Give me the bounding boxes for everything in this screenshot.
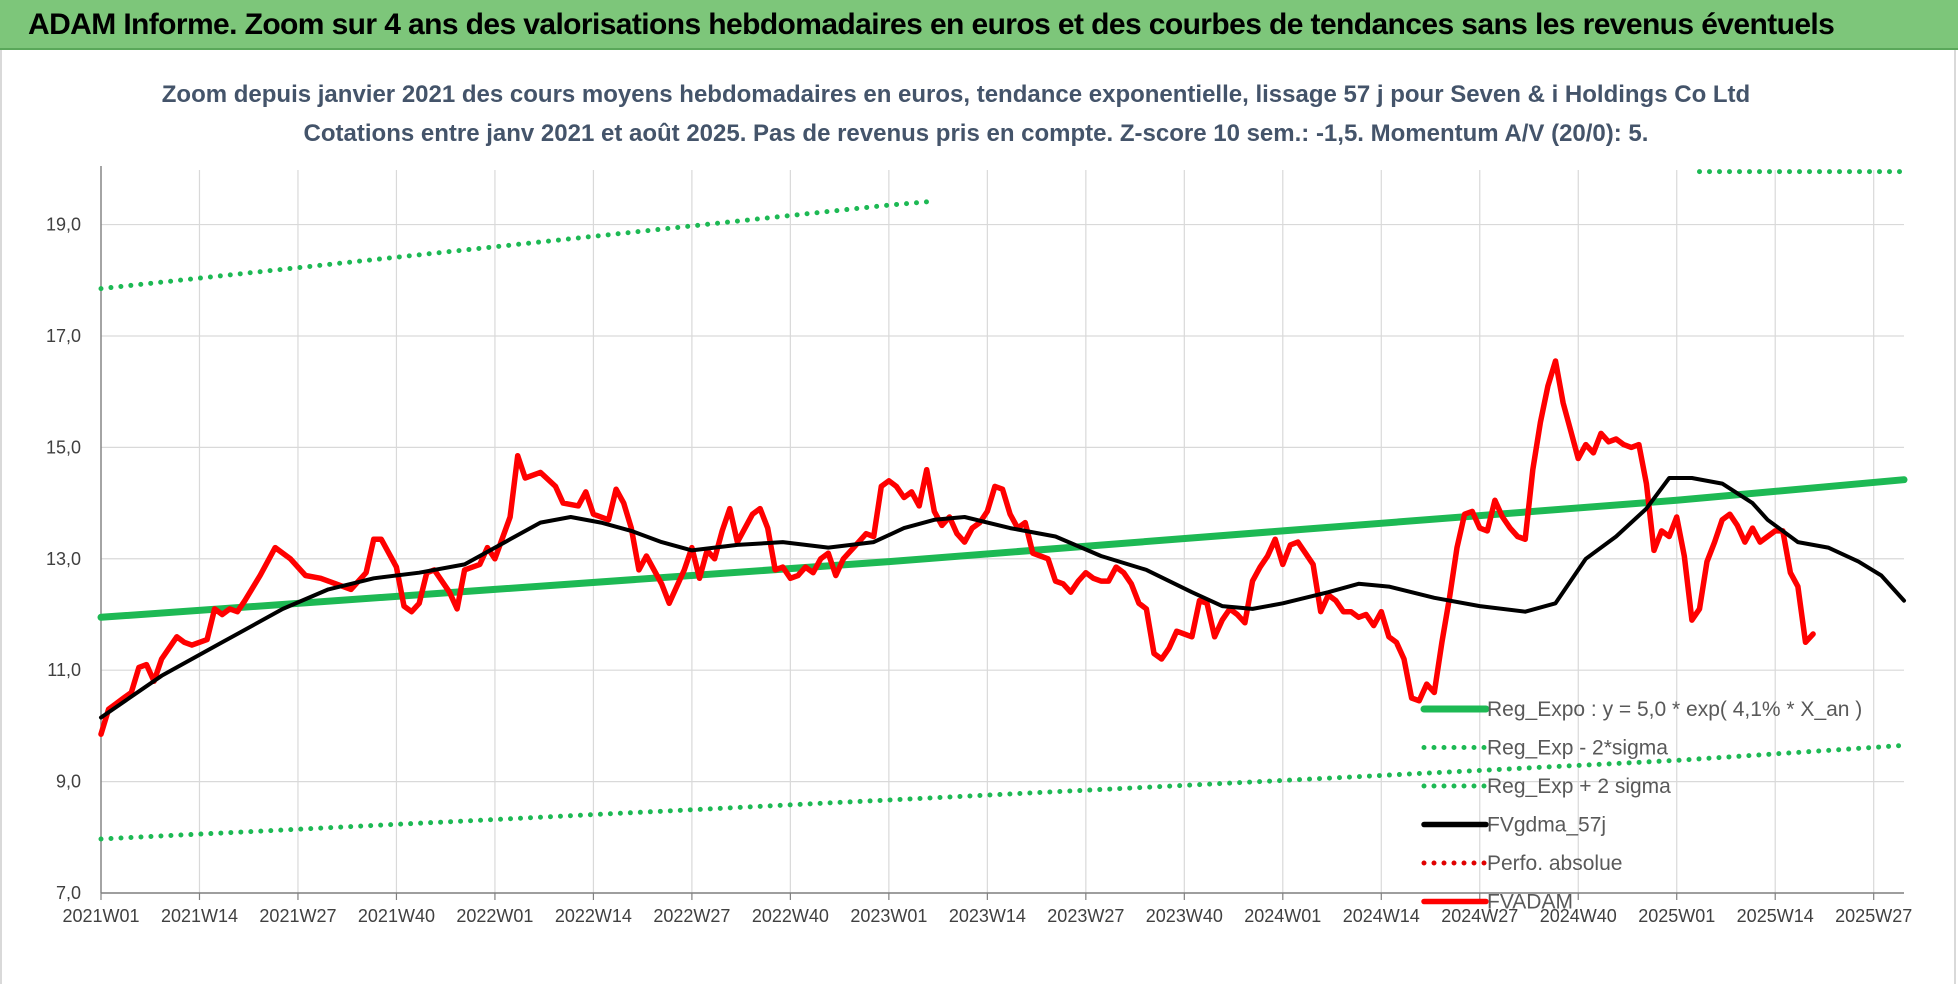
legend-label-fvgdma-57j: FVgdma_57j (1487, 814, 1606, 837)
x-tick-label: 2024W27 (1441, 906, 1518, 926)
x-tick-label: 2025W01 (1638, 906, 1715, 926)
left-border (0, 50, 2, 984)
y-tick-label: 15,0 (46, 437, 81, 457)
x-tick-label: 2022W27 (653, 906, 730, 926)
x-tick-label: 2021W40 (358, 906, 435, 926)
legend-label-reg-exp-2-sigma: Reg_Exp + 2 sigma (1487, 775, 1671, 798)
y-tick-label: 9,0 (56, 772, 81, 792)
x-tick-label: 2021W14 (161, 906, 238, 926)
chart-legend: Reg_Expo : y = 5,0 * exp( 4,1% * X_an ) R… (1420, 698, 1862, 914)
x-tick-label: 2025W27 (1835, 906, 1912, 926)
chart-subtitle: Cotations entre janv 2021 et août 2025. … (304, 120, 1649, 147)
x-tick-label: 2022W14 (555, 906, 632, 926)
legend-label-perfo-absolue: Perfo. absolue (1487, 852, 1622, 875)
y-tick-label: 11,0 (47, 660, 81, 680)
series-line-fvadam (98, 358, 1816, 737)
x-tick-label: 2024W14 (1343, 906, 1420, 926)
series-line-fvgdma-57j (99, 476, 1906, 720)
x-tick-label: 2022W40 (752, 906, 829, 926)
banner-title: ADAM Informe. Zoom sur 4 ans des valoris… (28, 8, 1835, 41)
x-tick-label: 2021W01 (62, 906, 139, 926)
y-tick-label: 13,0 (46, 549, 81, 569)
x-tick-label: 2024W40 (1540, 906, 1617, 926)
series-line-reg-exp-2-sigma (98, 742, 1907, 842)
trend-chart: 7,0 9,0 11,0 13,0 15,0 17,0 19,0 2021W01 2021W14… (46, 81, 1912, 926)
x-tick-label: 2021W27 (259, 906, 336, 926)
chart-grid (100, 170, 1904, 894)
x-tick-label: 2023W27 (1047, 906, 1124, 926)
x-tick-label: 2023W01 (850, 906, 927, 926)
series-line-reg-exp-2-sigma (98, 198, 937, 292)
chart-axes: 7,0 9,0 11,0 13,0 15,0 17,0 19,0 2021W01 2021W14… (46, 166, 1912, 926)
x-tick-label: 2025W14 (1737, 906, 1814, 926)
report-banner: ADAM Informe. Zoom sur 4 ans des valoris… (0, 0, 1958, 50)
y-tick-label: 19,0 (46, 215, 81, 235)
legend-label-reg-exp-2-sigma: Reg_Exp - 2*sigma (1487, 737, 1668, 760)
chart-series (97, 169, 1908, 842)
chart-title: Zoom depuis janvier 2021 des cours moyen… (162, 81, 1750, 108)
right-border (1954, 50, 1956, 984)
x-tick-label: 2024W01 (1244, 906, 1321, 926)
legend-label-fvadam: FVADAM (1487, 891, 1573, 914)
x-tick-label: 2023W14 (949, 906, 1026, 926)
legend-label-reg-expo-y-5-0-exp-4-1-x-an: Reg_Expo : y = 5,0 * exp( 4,1% * X_an ) (1487, 698, 1862, 721)
x-tick-label: 2023W40 (1146, 906, 1223, 926)
x-tick-label: 2022W01 (456, 906, 533, 926)
y-tick-label: 17,0 (46, 326, 81, 346)
series-line-reg-expo-y-5-0-exp-4-1-x-an (97, 476, 1908, 621)
y-tick-label: 7,0 (56, 883, 81, 903)
